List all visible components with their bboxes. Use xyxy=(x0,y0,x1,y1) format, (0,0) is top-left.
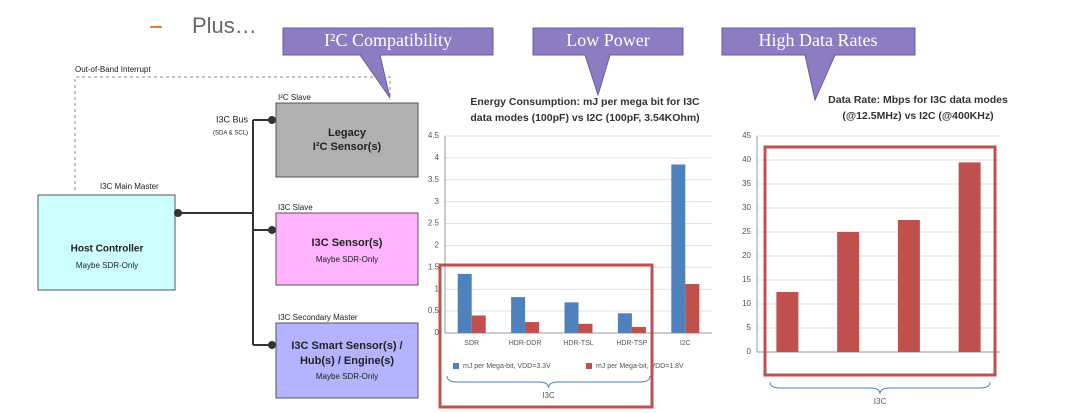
brace xyxy=(769,381,991,395)
bar xyxy=(564,302,579,333)
master-label: I3C Main Master xyxy=(100,182,159,191)
y-tick-label: 40 xyxy=(742,155,751,164)
bar xyxy=(511,297,526,333)
y-tick-label: 25 xyxy=(742,227,751,236)
callout-text: Low Power xyxy=(566,30,650,50)
bullet-text: Plus… xyxy=(192,13,257,38)
bus-dots xyxy=(174,116,276,349)
node-line: Maybe SDR-Only xyxy=(316,255,378,264)
chart-title: Data Rate: Mbps for I3C data modes xyxy=(828,94,1008,106)
legend-label: mJ per Mega-bit, VDD=1.8V xyxy=(596,363,684,370)
host-title: Host Controller xyxy=(71,244,144,255)
bar xyxy=(897,220,920,352)
highlight-box xyxy=(438,263,654,409)
brace-label: I3C xyxy=(874,397,887,406)
legend-label: mJ per Mega-bit, VDD=3.3V xyxy=(463,363,551,370)
bus-sub: (SDA & SCL) xyxy=(213,131,248,137)
y-tick-label: 45 xyxy=(742,131,751,140)
chart-title: Energy Consumption: mJ per mega bit for … xyxy=(470,96,700,108)
brace-label: I3C xyxy=(542,391,555,400)
node-role: I²C Slave xyxy=(278,93,311,102)
bus-lines xyxy=(178,119,274,346)
host-box xyxy=(37,194,176,291)
y-tick-label: 35 xyxy=(742,179,751,188)
node-line: I3C Sensor(s) xyxy=(312,237,383,249)
y-tick-label: 20 xyxy=(742,251,751,260)
y-tick-label: 0 xyxy=(747,347,752,356)
bar xyxy=(671,164,686,333)
y-tick-label: 15 xyxy=(742,275,751,284)
node-box xyxy=(275,322,419,399)
y-tick-label: 2 xyxy=(435,241,440,250)
x-tick-label: HDR-TSL xyxy=(563,340,593,347)
x-tick-label: HDR-TSP xyxy=(616,340,647,347)
legend-swatch xyxy=(453,363,459,369)
y-tick-label: 5 xyxy=(747,323,752,332)
node-line: Maybe SDR-Only xyxy=(316,372,378,381)
bar xyxy=(837,232,860,352)
bar xyxy=(617,313,632,333)
bar xyxy=(631,326,646,333)
callout-text: I²C Compatibility xyxy=(324,30,452,50)
bar xyxy=(685,283,700,333)
bar xyxy=(471,315,486,333)
host-sub: Maybe SDR-Only xyxy=(76,261,138,270)
y-tick-label: 3.5 xyxy=(428,175,440,184)
y-tick-label: 4 xyxy=(435,153,440,162)
legend-swatch xyxy=(586,363,592,369)
x-tick-label: I2C xyxy=(680,340,691,347)
chart-title: (@12.5MHz) vs I2C (@400KHz) xyxy=(842,110,993,122)
node-role: I3C Secondary Master xyxy=(278,313,358,322)
y-tick-label: 1.5 xyxy=(428,262,440,271)
y-tick-label: 30 xyxy=(742,203,751,212)
chart-title: data modes (100pF) vs I2C (100pF, 3.54KO… xyxy=(470,112,699,124)
y-tick-label: 10 xyxy=(742,299,751,308)
bar xyxy=(525,322,540,333)
brace xyxy=(446,375,651,389)
y-tick-label: 4.5 xyxy=(428,131,440,140)
callout-text: High Data Rates xyxy=(759,30,878,50)
node-role: I3C Slave xyxy=(278,203,313,212)
interrupt-line xyxy=(74,76,391,190)
node-line: I3C Smart Sensor(s) / xyxy=(291,340,402,352)
node-box xyxy=(275,102,419,178)
y-tick-label: 2.5 xyxy=(428,219,440,228)
bar xyxy=(578,323,593,333)
bar xyxy=(457,273,472,333)
bar xyxy=(958,162,981,352)
callout-box xyxy=(532,27,684,97)
node-box xyxy=(275,212,419,286)
bus-label: I3C Bus xyxy=(216,114,249,124)
bar xyxy=(776,292,799,352)
x-tick-label: SDR xyxy=(464,340,479,347)
y-tick-label: 1 xyxy=(435,284,440,293)
y-tick-label: 3 xyxy=(435,197,440,206)
highlight-box xyxy=(763,145,997,377)
interrupt-label: Out-of-Band Interrupt xyxy=(75,65,151,74)
node-line: Legacy xyxy=(328,127,367,139)
callout-box xyxy=(721,27,916,102)
node-line: Hub(s) / Engine(s) xyxy=(300,355,394,367)
y-tick-label: 0 xyxy=(435,328,440,337)
y-tick-label: 0.5 xyxy=(428,306,440,315)
x-tick-label: HDR-DDR xyxy=(509,340,542,347)
node-line: I²C Sensor(s) xyxy=(313,141,382,153)
